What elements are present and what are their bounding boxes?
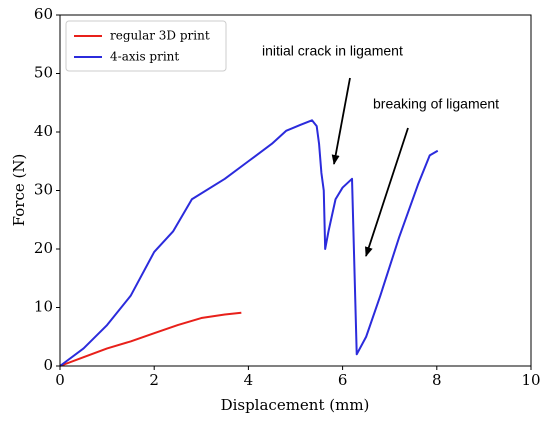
y-tick-label: 10 [34, 298, 53, 316]
x-tick-label: 2 [149, 371, 159, 389]
y-tick-label: 20 [34, 239, 53, 257]
x-tick-label: 4 [244, 371, 254, 389]
x-tick-label: 10 [521, 371, 540, 389]
annotation-arrow [365, 127, 409, 257]
y-axis-label: Force (N) [10, 154, 28, 227]
data-line [59, 311, 242, 367]
y-tick-label: 0 [43, 356, 53, 374]
y-tick-label: 30 [34, 181, 53, 199]
x-axis-label: Displacement (mm) [221, 396, 370, 414]
legend-box [65, 20, 227, 72]
annotation: initial crack in ligament [262, 43, 403, 59]
legend-label: 4-axis print [110, 50, 179, 64]
x-tick-label: 6 [338, 371, 348, 389]
annotation-arrow [331, 77, 351, 165]
plot-frame [59, 14, 532, 367]
y-tick-label: 40 [34, 122, 53, 140]
y-tick-label: 50 [34, 64, 53, 82]
annotation: breaking of ligament [373, 96, 499, 112]
x-tick-label: 0 [55, 371, 65, 389]
data-line [59, 119, 439, 367]
legend-label: regular 3D print [110, 29, 210, 43]
y-tick-label: 60 [34, 5, 53, 23]
x-tick-label: 8 [432, 371, 442, 389]
